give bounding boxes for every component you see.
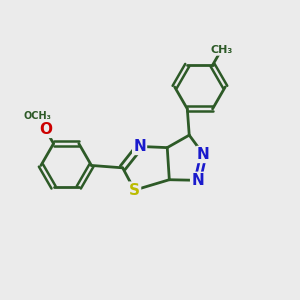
Text: S: S bbox=[129, 183, 140, 198]
Text: OCH₃: OCH₃ bbox=[24, 111, 52, 121]
Text: N: N bbox=[191, 173, 204, 188]
Text: O: O bbox=[39, 122, 52, 137]
Text: N: N bbox=[197, 147, 210, 162]
Text: N: N bbox=[133, 139, 146, 154]
Text: CH₃: CH₃ bbox=[210, 45, 232, 55]
